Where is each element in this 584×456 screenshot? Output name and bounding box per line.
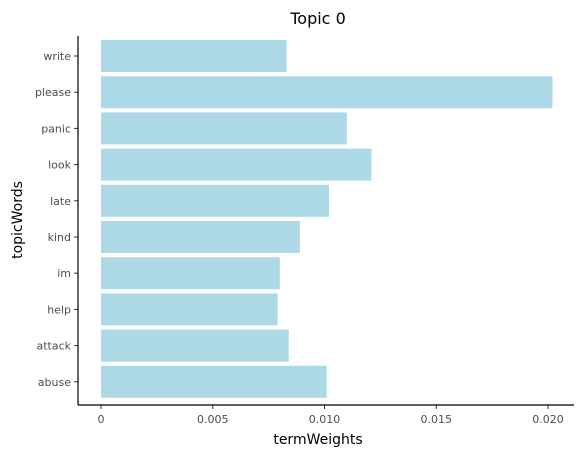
y-tick-label-abuse: abuse [38, 376, 71, 389]
x-tick-label: 0.005 [197, 413, 229, 426]
x-tick-label: 0 [98, 413, 105, 426]
chart-title: Topic 0 [289, 9, 346, 28]
y-tick-label-panic: panic [41, 122, 71, 135]
bar-kind [101, 221, 300, 253]
y-tick-label-im: im [57, 267, 71, 280]
bar-panic [101, 112, 347, 144]
bar-please [101, 76, 552, 108]
x-tick-label: 0.015 [421, 413, 453, 426]
y-axis-title: topicWords [10, 181, 26, 259]
y-tick-label-look: look [48, 159, 72, 172]
x-tick-label: 0.020 [532, 413, 564, 426]
bar-help [101, 293, 278, 325]
bars [101, 40, 552, 398]
y-axis-ticks: write please panic look late kind im help attack… [35, 50, 78, 389]
y-tick-label-help: help [47, 303, 71, 316]
bar-late [101, 185, 329, 217]
y-tick-label-please: please [35, 86, 71, 99]
x-axis-title: termWeights [273, 432, 362, 448]
x-tick-label: 0.010 [309, 413, 341, 426]
y-tick-label-write: write [43, 50, 71, 63]
bar-attack [101, 330, 289, 362]
x-axis-ticks: 0 0.005 0.010 0.015 0.020 [98, 405, 564, 426]
bar-write [101, 40, 287, 72]
y-tick-label-attack: attack [36, 340, 71, 353]
y-tick-label-late: late [50, 195, 71, 208]
y-tick-label-kind: kind [48, 231, 71, 244]
bar-im [101, 257, 280, 289]
bar-abuse [101, 366, 327, 398]
bar-look [101, 149, 371, 181]
